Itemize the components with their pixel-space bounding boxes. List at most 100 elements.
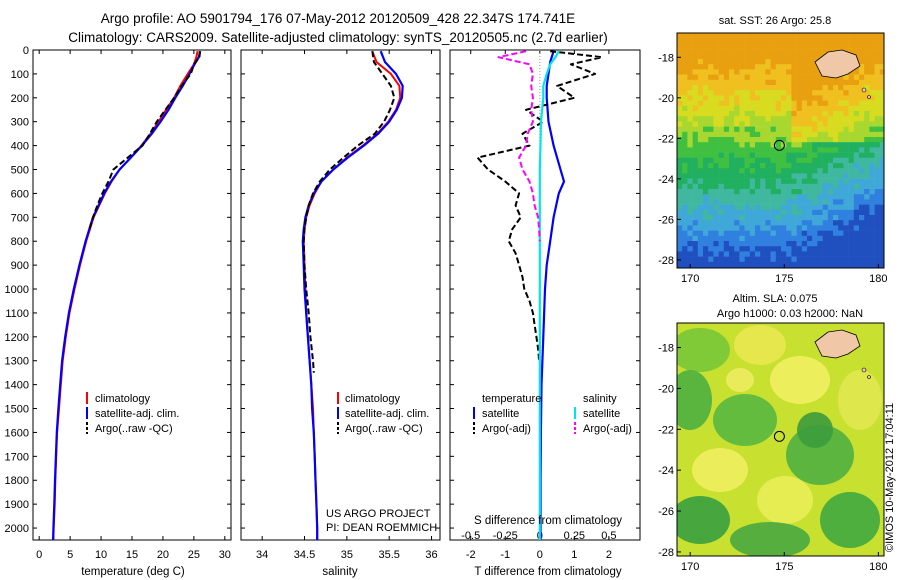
sst-cell: [801, 53, 808, 60]
sst-cell: [812, 95, 818, 101]
sst-cell: [812, 137, 818, 143]
sla-blob: [838, 370, 882, 430]
sst-cell: [807, 137, 813, 143]
sst-cell: [833, 225, 839, 231]
sst-cell: [703, 209, 709, 216]
sst-cell: [853, 241, 860, 247]
sst-cell: [677, 194, 683, 200]
sst-cell: [697, 230, 704, 237]
x-tick-label: 36: [425, 549, 437, 561]
sst-cell: [869, 43, 875, 49]
sst-cell: [749, 69, 756, 75]
sst-cell: [744, 95, 751, 101]
sst-cell: [723, 111, 730, 117]
sst-cell: [838, 100, 844, 107]
sst-cell: [812, 121, 818, 127]
sst-cell: [843, 178, 849, 185]
sst-cell: [827, 194, 834, 200]
sst-cell: [708, 168, 714, 174]
sst-cell: [848, 157, 855, 164]
sst-cell: [781, 90, 787, 96]
sst-cell: [755, 152, 761, 159]
sst-cell: [765, 215, 771, 221]
sst-cell: [807, 246, 813, 252]
sst-cell: [833, 90, 839, 96]
sst-cell: [874, 142, 881, 148]
sst-cell: [739, 126, 745, 133]
sst-cell: [775, 121, 782, 127]
sst-cell: [822, 189, 829, 195]
depth-tick-label: 1300: [5, 356, 29, 368]
sst-cell: [822, 173, 829, 179]
sst-cell: [729, 33, 735, 39]
sst-cell: [879, 178, 884, 185]
axes-layer: 0100200300400500600700800900100011001200…: [5, 45, 888, 573]
sst-cell: [718, 209, 725, 216]
sst-cell: [770, 189, 777, 195]
sst-cell: [833, 215, 839, 221]
sst-cell: [723, 100, 730, 107]
sst-cell: [781, 194, 787, 200]
sst-cell: [682, 64, 688, 70]
sst-cell: [833, 105, 839, 112]
sst-cell: [697, 241, 704, 247]
sst-cell: [801, 199, 808, 205]
sst-cell: [677, 152, 683, 159]
legend-t-sat: satellite: [482, 408, 519, 420]
sst-cell: [708, 100, 714, 107]
sst-cell: [713, 111, 719, 117]
sst-cell: [812, 173, 818, 179]
sst-cell: [723, 59, 730, 65]
sst-cell: [853, 116, 860, 122]
sst-cell: [874, 43, 881, 49]
sst-cell: [864, 126, 870, 133]
sst-cell: [708, 163, 714, 169]
sst-cell: [708, 69, 714, 75]
sst-cell: [869, 59, 875, 65]
sst-cell: [682, 121, 688, 127]
sst-cell: [749, 121, 756, 127]
sst-cell: [739, 74, 745, 81]
sst-cell: [801, 69, 808, 75]
sst-cell: [796, 189, 803, 195]
sst-cell: [755, 116, 761, 122]
sst-cell: [796, 209, 803, 216]
sst-cell: [817, 183, 823, 190]
sst-cell: [812, 256, 818, 263]
sst-cell: [796, 105, 803, 112]
sst-cell: [781, 163, 787, 169]
sst-cell: [677, 85, 683, 91]
sst-cell: [775, 194, 782, 200]
sst-cell: [874, 74, 881, 81]
sst-cell: [682, 126, 688, 133]
sst-cell: [703, 189, 709, 195]
sst-cell: [869, 189, 875, 195]
sst-cell: [749, 79, 756, 86]
sst-cell: [796, 142, 803, 148]
depth-tick-label: 0: [23, 45, 29, 57]
sst-cell: [687, 241, 693, 247]
sst-cell: [749, 215, 756, 221]
sst-cell: [708, 147, 714, 153]
sst-cell: [848, 74, 855, 81]
sst-cell: [744, 116, 751, 122]
sst-cell: [770, 194, 777, 200]
sst-cell: [864, 183, 870, 190]
sst-cell: [869, 241, 875, 247]
legend-s-argo: Argo(-adj): [583, 423, 632, 435]
sst-cell: [853, 183, 860, 190]
sst-cell: [739, 43, 745, 49]
sst-cell: [749, 59, 756, 65]
sst-cell: [703, 241, 709, 247]
sst-cell: [734, 64, 740, 70]
sst-cell: [869, 131, 875, 138]
sst-cell: [801, 183, 808, 190]
sst-cell: [734, 126, 740, 133]
sst-cell: [708, 261, 714, 268]
sst-cell: [822, 43, 829, 49]
sst-cell: [703, 74, 709, 81]
sst-cell: [874, 204, 881, 211]
sst-cell: [734, 261, 740, 268]
sst-cell: [827, 121, 834, 127]
sst-cell: [801, 105, 808, 112]
